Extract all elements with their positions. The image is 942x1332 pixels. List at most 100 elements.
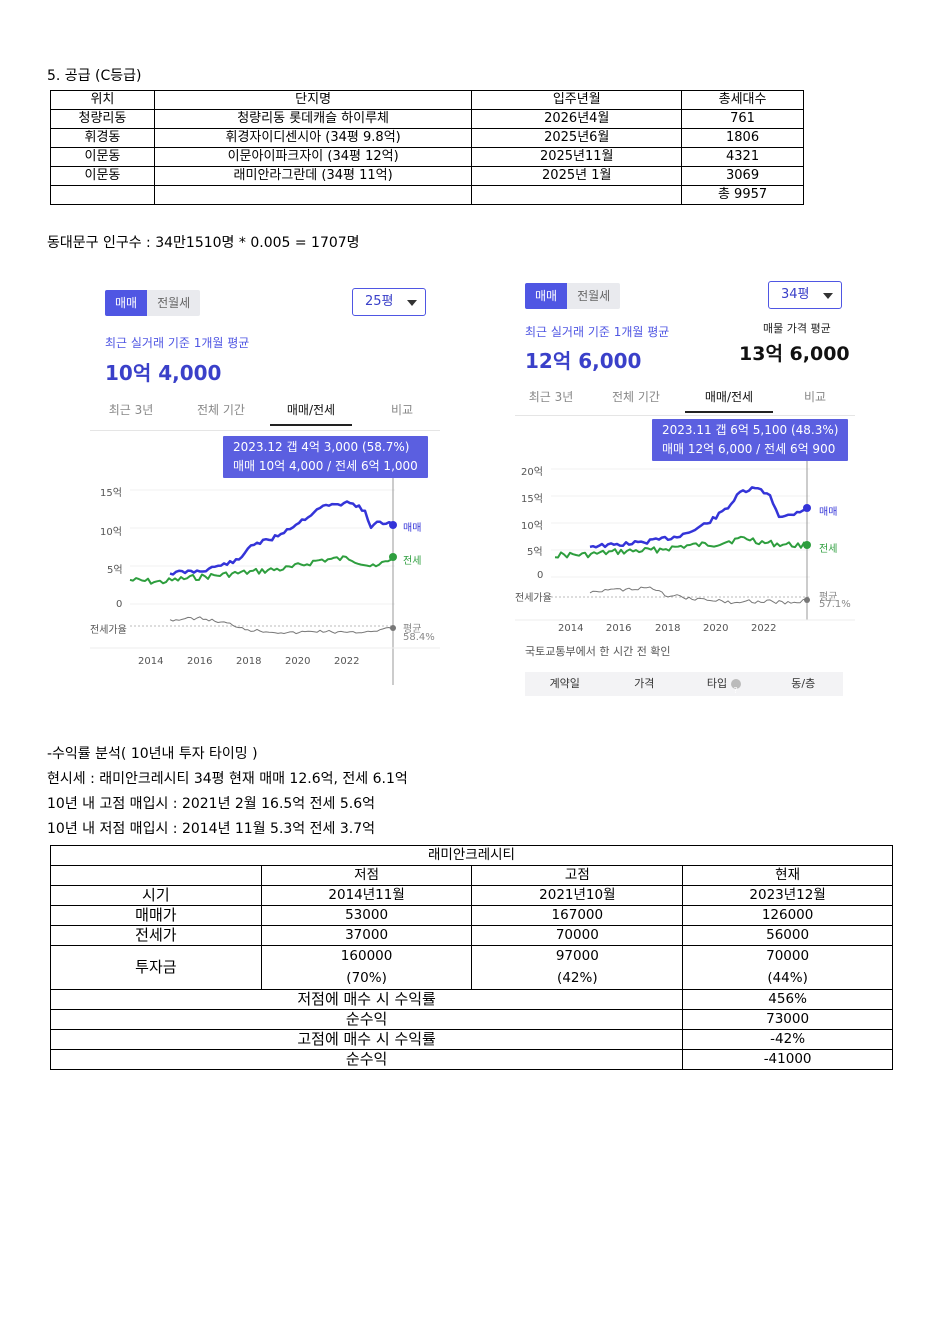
- period-tabs: 최근 3년 전체 기간 매매/전세 비교: [515, 385, 845, 413]
- chevron-down-icon: [823, 293, 833, 299]
- tooltip-price-line: 매매 10억 4,000 / 전세 6억 1,000: [233, 459, 418, 473]
- header-cell: 저점: [260, 865, 473, 886]
- sale-endpoint: [389, 521, 397, 529]
- table-cell: 청량리동 롯데캐슬 하이루체: [153, 109, 473, 129]
- table-cell: 70000: [471, 925, 684, 946]
- tab-recent-3y[interactable]: 최근 3년: [528, 390, 574, 404]
- ratio-axis-label: 전세가율: [90, 625, 127, 636]
- table-title-row: 래미안크레시티: [50, 845, 893, 866]
- table-cell: 이문동: [50, 147, 155, 167]
- analysis-title: -수익률 분석( 10년내 투자 타이밍 ): [47, 746, 258, 762]
- table-cell: 이문아이파크자이 (34평 12억): [153, 147, 473, 167]
- toggle-lease[interactable]: 전월세: [157, 296, 191, 310]
- column-price[interactable]: 가격: [634, 677, 655, 690]
- toggle-lease[interactable]: 전월세: [577, 289, 611, 303]
- tab-sale-lease[interactable]: 매매/전세: [685, 385, 773, 413]
- table-row: 전세가 37000 70000 56000: [50, 925, 893, 946]
- sale-series-label: 매매: [403, 523, 422, 534]
- chart-tooltip: 2023.12 갭 4억 3,000 (58.7%) 매매 10억 4,000 …: [223, 436, 428, 478]
- right-price-chart: [515, 453, 855, 621]
- x-tick-label: 2020: [285, 656, 311, 667]
- table-cell: 97000: [471, 945, 684, 968]
- avg-ratio-value: 58.4%: [403, 632, 435, 643]
- column-contract-date[interactable]: 계약일: [549, 677, 580, 690]
- y-tick-label: 15억: [521, 494, 543, 505]
- table-cell: 2025년6월: [471, 128, 683, 148]
- tab-all-period[interactable]: 전체 기간: [612, 390, 660, 404]
- info-icon[interactable]: ?: [730, 679, 741, 695]
- table-row: 청량리동 청량리동 롯데캐슬 하이루체 2026년4월 761: [50, 109, 804, 129]
- lease-price-line: [129, 555, 392, 585]
- table-cell: (42%): [471, 967, 684, 990]
- table-row: 시기 2014년11월 2021년10월 2023년12월: [50, 885, 893, 906]
- tab-sale-lease[interactable]: 매매/전세: [270, 398, 352, 426]
- table-row: 이문동 이문아이파크자이 (34평 12억) 2025년11월 4321: [50, 147, 804, 167]
- table-cell: 126000: [682, 905, 893, 926]
- size-dropdown[interactable]: 25평: [352, 288, 426, 316]
- header-cell: 위치: [50, 90, 155, 110]
- supply-table: 위치 단지명 입주년월 총세대수 청량리동 청량리동 롯데캐슬 하이루체 202…: [50, 90, 804, 205]
- column-building-floor[interactable]: 동/층: [791, 677, 816, 690]
- left-chart-panel: 매매 전월세 25평 최근 실거래 기준 1개월 평균 10억 4,000 최근…: [90, 280, 440, 690]
- table-cell: 456%: [682, 989, 893, 1010]
- x-tick-label: 2016: [187, 656, 213, 667]
- table-header-row: 위치 단지명 입주년월 총세대수: [50, 90, 804, 110]
- tab-all-period[interactable]: 전체 기간: [197, 403, 245, 417]
- table-cell: 휘경동: [50, 128, 155, 148]
- lease-endpoint: [389, 553, 397, 561]
- header-cell: 단지명: [153, 90, 473, 110]
- x-tick-label: 2020: [703, 623, 729, 634]
- period-tabs: 최근 3년 전체 기간 매매/전세 비교: [90, 398, 432, 426]
- sale-endpoint: [803, 504, 811, 512]
- toggle-sale[interactable]: 매매: [105, 290, 148, 316]
- table-cell: 37000: [260, 925, 473, 946]
- sale-price-line: [169, 500, 393, 576]
- row-label: 전세가: [50, 925, 262, 946]
- table-header-row: 저점 고점 현재: [50, 865, 893, 886]
- tab-divider: [90, 430, 440, 431]
- table-row: 순수익 -41000: [49, 1049, 893, 1070]
- tab-recent-3y[interactable]: 최근 3년: [108, 403, 154, 417]
- x-tick-label: 2018: [655, 623, 681, 634]
- table-cell: (70%): [260, 967, 473, 990]
- table-cell: (44%): [682, 967, 893, 990]
- tab-compare[interactable]: 비교: [390, 403, 414, 417]
- y-tick-label: 0: [116, 599, 123, 610]
- sale-price-line: [589, 486, 807, 549]
- x-tick-label: 2022: [334, 656, 360, 667]
- left-price-chart: [90, 478, 440, 685]
- tab-divider: [515, 415, 855, 416]
- table-cell: 1806: [681, 128, 804, 148]
- table-cell: 53000: [260, 905, 473, 926]
- avg-ratio-label: 평균: [819, 592, 838, 603]
- right-chart-panel: 매매 전월세 34평 최근 실거래 기준 1개월 평균 12억 6,000 매물…: [515, 275, 855, 696]
- size-dropdown[interactable]: 34평: [768, 281, 842, 309]
- size-dropdown-value: 34평: [781, 287, 810, 302]
- column-type-label: 타입: [706, 677, 728, 690]
- table-title: 래미안크레시티: [50, 845, 893, 866]
- table-cell: 70000: [682, 945, 893, 968]
- lease-ratio-line: [589, 586, 807, 605]
- chart-tooltip: 2023.11 갭 6억 5,100 (48.3%) 매매 12억 6,000 …: [652, 419, 849, 461]
- ratio-endpoint: [804, 597, 810, 603]
- table-cell: 2014년11월: [260, 885, 473, 906]
- row-label: 순수익: [49, 1009, 684, 1030]
- table-row: 투자금 160000 97000 70000: [50, 945, 893, 990]
- y-tick-label: 20억: [521, 467, 543, 478]
- row-label: 순수익: [49, 1049, 684, 1070]
- table-cell: -41000: [682, 1049, 893, 1070]
- table-cell: 56000: [682, 925, 893, 946]
- ratio-endpoint: [390, 625, 396, 631]
- table-cell: [50, 185, 155, 205]
- column-type[interactable]: 타입 ?: [684, 672, 764, 696]
- x-tick-label: 2016: [606, 623, 632, 634]
- header-cell: [50, 865, 262, 886]
- tooltip-gap-line: 2023.11 갭 6억 5,100 (48.3%): [662, 423, 839, 437]
- ask-price: 13억 6,000: [739, 343, 850, 365]
- table-cell: 청량리동: [50, 109, 155, 129]
- table-row: 저점에 매수 시 수익률 456%: [49, 989, 893, 1010]
- header-cell: 총세대수: [681, 90, 804, 110]
- table-cell: -42%: [682, 1029, 893, 1050]
- toggle-sale[interactable]: 매매: [525, 283, 568, 309]
- tab-compare[interactable]: 비교: [803, 390, 827, 404]
